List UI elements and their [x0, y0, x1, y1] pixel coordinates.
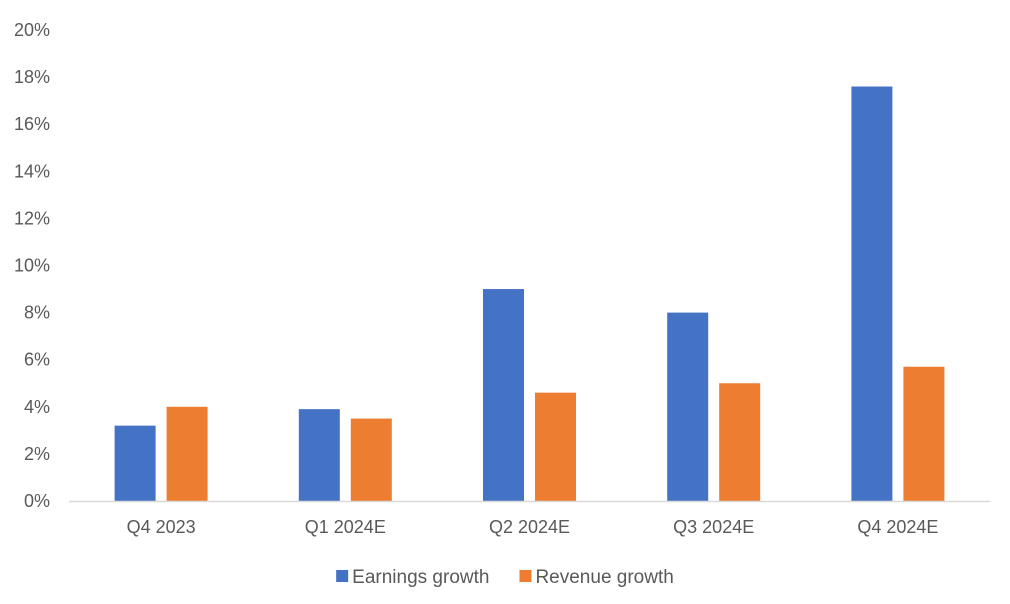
- y-tick-label: 12%: [14, 208, 50, 228]
- bar-earnings-growth: [483, 289, 524, 501]
- y-tick-label: 8%: [24, 303, 50, 323]
- y-tick-label: 18%: [14, 67, 50, 87]
- legend-swatch: [519, 570, 532, 582]
- y-tick-label: 2%: [24, 444, 50, 464]
- bar-revenue-growth: [166, 406, 208, 501]
- bar-earnings-growth: [114, 425, 156, 501]
- bar-revenue-growth: [350, 418, 392, 501]
- bar-earnings-growth: [667, 312, 709, 501]
- x-tick-label: Q1 2024E: [305, 517, 386, 537]
- y-tick-label: 16%: [14, 114, 50, 134]
- legend-label: Revenue growth: [535, 567, 673, 588]
- bar-revenue-growth: [903, 366, 945, 501]
- y-tick-label: 20%: [14, 20, 50, 40]
- x-tick-label: Q2 2024E: [489, 517, 570, 537]
- y-tick-label: 14%: [14, 161, 50, 181]
- y-axis-tick-labels: 0% 2% 4% 6% 8% 10% 12% 14% 16% 18% 20%: [14, 20, 50, 511]
- y-tick-label: 4%: [24, 397, 50, 417]
- bars-group: [114, 86, 945, 502]
- legend: Earnings growth Revenue growth: [336, 567, 674, 588]
- bar-earnings-growth: [851, 86, 893, 502]
- legend-swatch: [336, 570, 349, 582]
- x-tick-label: Q3 2024E: [673, 517, 754, 537]
- bar-revenue-growth: [535, 392, 576, 501]
- bar-earnings-growth: [298, 409, 340, 501]
- x-axis-tick-labels: Q4 2023 Q1 2024E Q2 2024E Q3 2024E Q4 2024E: [127, 517, 939, 537]
- y-tick-label: 0%: [24, 491, 50, 511]
- bar-revenue-growth: [719, 383, 761, 501]
- x-tick-label: Q4 2024E: [857, 517, 938, 537]
- legend-label: Earnings growth: [352, 567, 489, 588]
- y-tick-label: 6%: [24, 350, 50, 370]
- y-tick-label: 10%: [14, 256, 50, 276]
- x-tick-label: Q4 2023: [127, 517, 196, 537]
